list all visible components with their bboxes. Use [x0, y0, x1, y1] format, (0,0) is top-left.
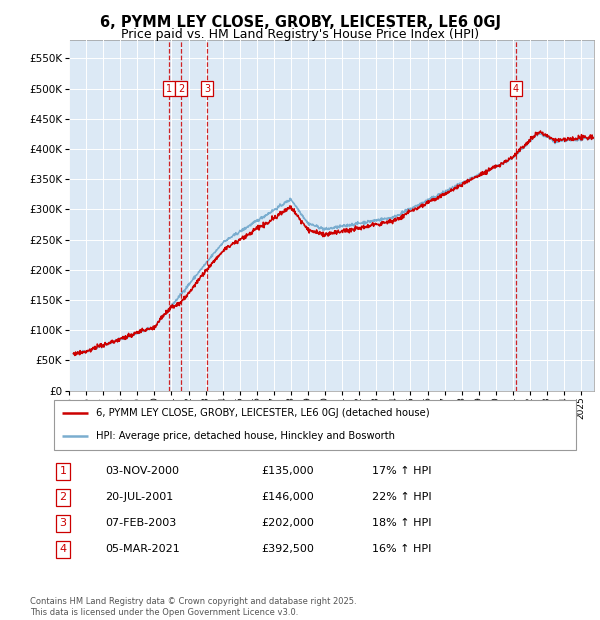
Text: 6, PYMM LEY CLOSE, GROBY, LEICESTER, LE6 0GJ: 6, PYMM LEY CLOSE, GROBY, LEICESTER, LE6…	[100, 16, 500, 30]
Text: Price paid vs. HM Land Registry's House Price Index (HPI): Price paid vs. HM Land Registry's House …	[121, 28, 479, 41]
Text: 3: 3	[204, 84, 210, 94]
Text: 1: 1	[166, 84, 172, 94]
Text: 3: 3	[59, 518, 67, 528]
Text: 2: 2	[59, 492, 67, 502]
Text: 20-JUL-2001: 20-JUL-2001	[105, 492, 173, 502]
Text: £146,000: £146,000	[261, 492, 314, 502]
Text: 6, PYMM LEY CLOSE, GROBY, LEICESTER, LE6 0GJ (detached house): 6, PYMM LEY CLOSE, GROBY, LEICESTER, LE6…	[96, 409, 430, 419]
Text: 17% ↑ HPI: 17% ↑ HPI	[372, 466, 431, 476]
Text: 2: 2	[178, 84, 184, 94]
Text: 05-MAR-2021: 05-MAR-2021	[105, 544, 180, 554]
Text: 4: 4	[59, 544, 67, 554]
Text: 1: 1	[59, 466, 67, 476]
Text: 22% ↑ HPI: 22% ↑ HPI	[372, 492, 431, 502]
Text: HPI: Average price, detached house, Hinckley and Bosworth: HPI: Average price, detached house, Hinc…	[96, 431, 395, 441]
Text: £135,000: £135,000	[261, 466, 314, 476]
Text: Contains HM Land Registry data © Crown copyright and database right 2025.
This d: Contains HM Land Registry data © Crown c…	[30, 598, 356, 617]
Text: 4: 4	[513, 84, 519, 94]
Text: £202,000: £202,000	[261, 518, 314, 528]
Text: 07-FEB-2003: 07-FEB-2003	[105, 518, 176, 528]
Text: 03-NOV-2000: 03-NOV-2000	[105, 466, 179, 476]
Text: £392,500: £392,500	[261, 544, 314, 554]
Text: 18% ↑ HPI: 18% ↑ HPI	[372, 518, 431, 528]
Text: 16% ↑ HPI: 16% ↑ HPI	[372, 544, 431, 554]
